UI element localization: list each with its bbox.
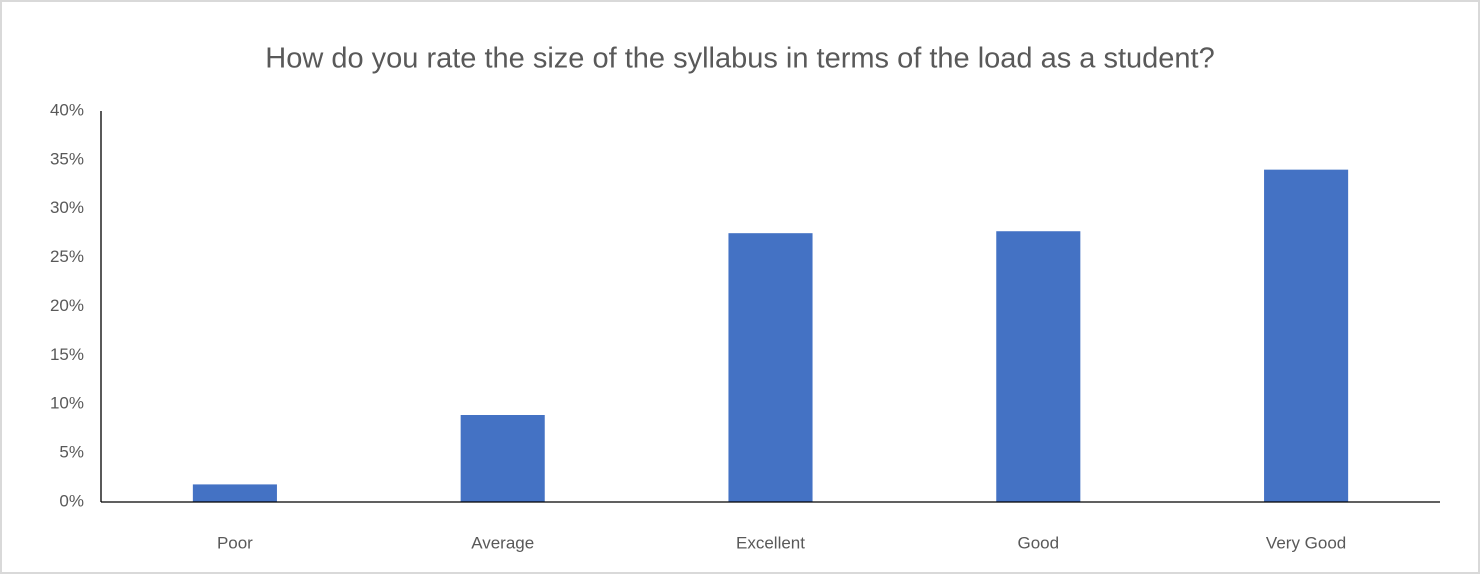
x-tick-label: Average xyxy=(471,533,534,552)
x-tick-label: Excellent xyxy=(736,533,805,552)
y-tick-label: 25% xyxy=(50,247,84,266)
x-tick-label: Poor xyxy=(217,533,253,552)
bar xyxy=(1264,169,1349,502)
y-tick-label: 40% xyxy=(50,100,84,119)
bar xyxy=(728,233,813,502)
y-tick-label: 10% xyxy=(50,394,84,413)
y-tick-label: 30% xyxy=(50,198,84,217)
chart-title: How do you rate the size of the syllabus… xyxy=(265,43,1214,75)
bar xyxy=(996,231,1081,503)
x-tick-label: Very Good xyxy=(1266,533,1346,552)
y-tick-label: 35% xyxy=(50,149,84,168)
y-tick-label: 20% xyxy=(50,296,84,315)
y-tick-label: 15% xyxy=(50,345,84,364)
bar xyxy=(460,415,545,502)
bar xyxy=(192,484,277,502)
x-tick-label: Good xyxy=(1018,533,1060,552)
y-tick-label: 5% xyxy=(59,443,84,462)
y-tick-label: 0% xyxy=(59,491,84,510)
